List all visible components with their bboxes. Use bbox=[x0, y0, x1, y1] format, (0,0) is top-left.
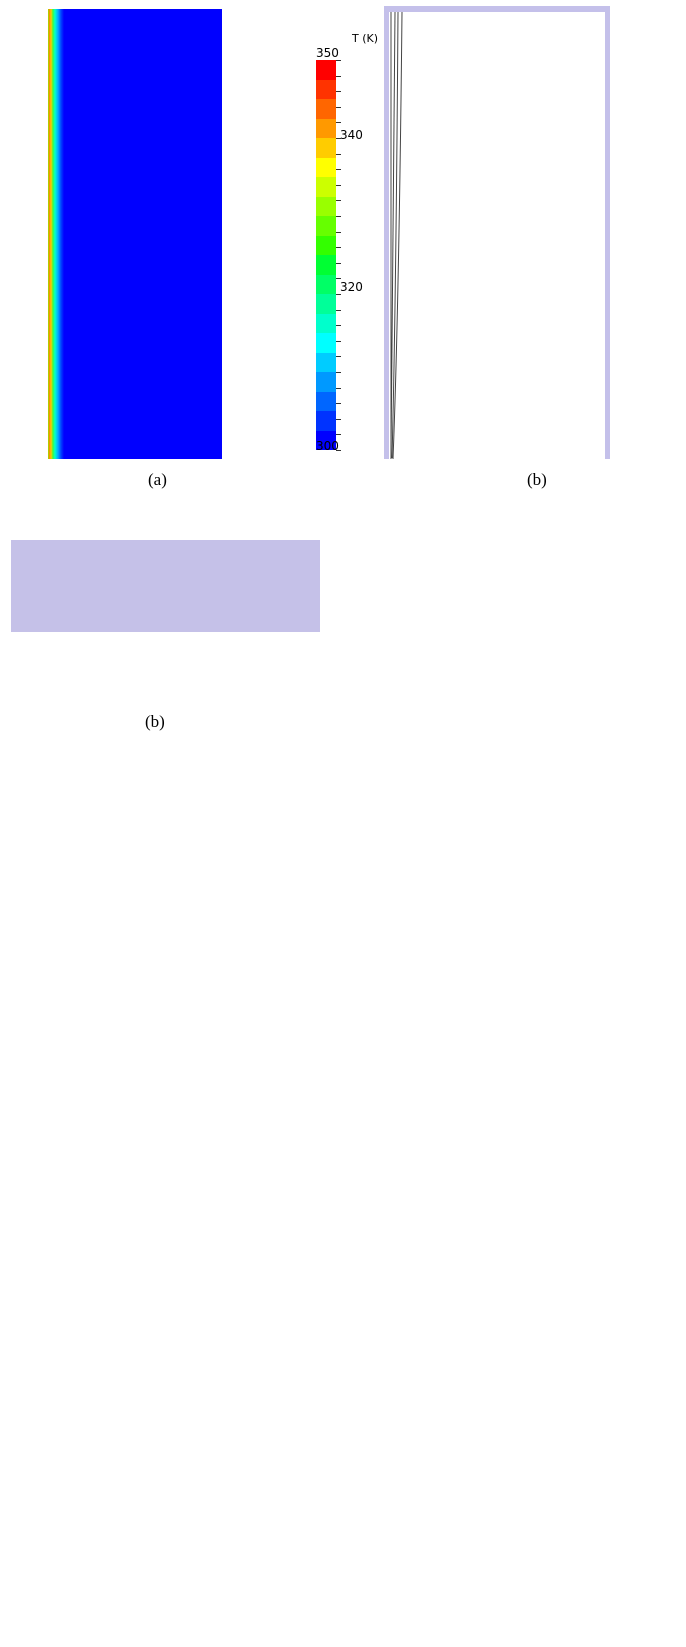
colorbar-a-segment bbox=[316, 430, 336, 450]
colorbar-a-tick bbox=[336, 91, 341, 93]
colorbar-a-label-max: 350 bbox=[316, 46, 339, 60]
colorbar-a-tick bbox=[336, 325, 341, 327]
colorbar-a-segment bbox=[316, 411, 336, 431]
colorbar-a-tick bbox=[336, 434, 341, 436]
contour-plot-area bbox=[389, 12, 605, 459]
colorbar-a-tick bbox=[336, 340, 341, 342]
colorbar-a-label-320: 320 bbox=[340, 280, 363, 294]
isotherm-line bbox=[390, 11, 396, 457]
colorbar-a-label-340: 340 bbox=[340, 128, 363, 142]
isotherm-line bbox=[392, 11, 403, 459]
colorbar-a-segment bbox=[316, 294, 336, 314]
colorbar-a-segment bbox=[316, 352, 336, 372]
colorbar-a-segment bbox=[316, 177, 336, 197]
colorbar-a-tick bbox=[336, 200, 341, 202]
colorbar-a-tick bbox=[336, 387, 341, 389]
colorbar-a-tick bbox=[336, 309, 341, 311]
colorbar-a-segment bbox=[316, 235, 336, 255]
caption-b-top: (b) bbox=[527, 470, 547, 489]
colorbar-a-tick bbox=[336, 356, 341, 358]
colorbar-a-tick bbox=[336, 372, 341, 373]
colorbar-a-tick bbox=[336, 106, 341, 108]
temperature-field bbox=[48, 9, 222, 459]
isotherm-lines bbox=[390, 11, 403, 459]
colorbar-a-tick bbox=[336, 450, 341, 451]
colorbar-a-tick bbox=[336, 247, 341, 249]
colorbar-a-segment bbox=[316, 333, 336, 353]
colorbar-a-tick bbox=[336, 138, 341, 139]
colorbar-a-tick bbox=[336, 403, 341, 405]
colorbar-a-segment bbox=[316, 79, 336, 99]
colorbar-a-segment bbox=[316, 313, 336, 333]
colorbar-a-segment bbox=[316, 196, 336, 216]
colorbar-a-tick bbox=[336, 122, 341, 124]
colorbar-a-segment bbox=[316, 138, 336, 158]
colorbar-a-tick bbox=[336, 169, 341, 171]
colorbar-a-segment bbox=[316, 99, 336, 119]
colorbar-a-tick bbox=[336, 231, 341, 233]
colorbar-a-segment bbox=[316, 60, 336, 80]
colorbar-a-tick bbox=[336, 75, 341, 77]
colorbar-a-segment bbox=[316, 118, 336, 138]
colorbar-a-tick bbox=[336, 153, 341, 155]
colorbar-a-tick bbox=[336, 418, 341, 420]
colorbar-a-segment bbox=[316, 391, 336, 411]
colorbar-a-tick bbox=[336, 216, 341, 217]
caption-c: (b) bbox=[145, 712, 165, 731]
gradient-panel-backdrop bbox=[11, 540, 320, 632]
colorbar-a-segment bbox=[316, 216, 336, 236]
legend-title-a: T (K) bbox=[352, 32, 379, 45]
colorbar-a-segment bbox=[316, 157, 336, 177]
colorbar-a-tick bbox=[336, 262, 341, 264]
colorbar-a-segment bbox=[316, 372, 336, 392]
colorbar-a bbox=[316, 60, 336, 450]
colorbar-a-segment bbox=[316, 255, 336, 275]
colorbar-a-tick bbox=[336, 294, 341, 295]
colorbar-a-label-min: 300 bbox=[316, 439, 339, 453]
isotherm-line bbox=[391, 11, 399, 459]
colorbar-a-tick bbox=[336, 278, 341, 280]
colorbar-a-segment bbox=[316, 274, 336, 294]
colorbar-a-tick bbox=[336, 184, 341, 186]
colorbar-a-tick bbox=[336, 60, 341, 61]
caption-a: (a) bbox=[148, 470, 167, 489]
